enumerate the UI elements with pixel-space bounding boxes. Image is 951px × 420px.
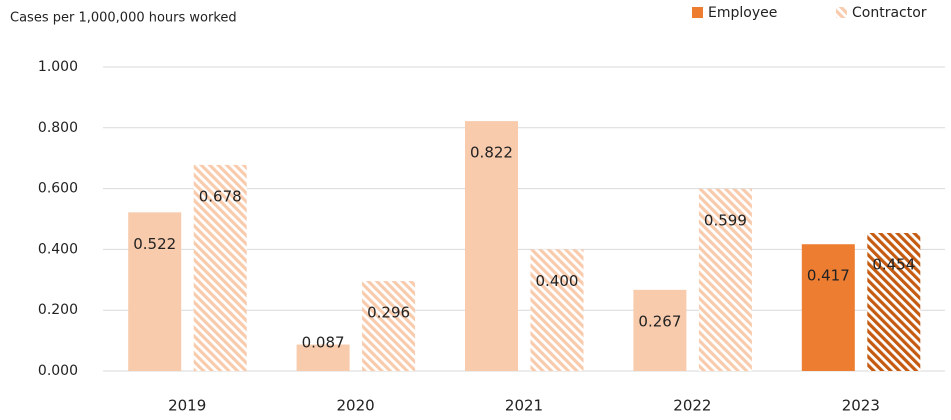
- bar: [362, 281, 416, 371]
- value-label: 0.822: [470, 144, 513, 162]
- bar: [128, 212, 182, 371]
- x-tick-label: 2022: [673, 397, 711, 415]
- y-tick-label: 0.000: [38, 363, 78, 379]
- value-label: 0.599: [704, 211, 747, 229]
- value-label: 0.678: [199, 187, 242, 205]
- bar: [193, 164, 247, 371]
- bar: [801, 244, 855, 371]
- legend-swatch: [692, 7, 703, 18]
- value-label: 0.400: [536, 272, 579, 290]
- bar: [465, 121, 518, 371]
- legend-swatch: [836, 7, 847, 18]
- x-tick-label: 2023: [842, 397, 880, 415]
- value-label: 0.417: [807, 267, 850, 285]
- x-tick-label: 2019: [168, 397, 206, 415]
- y-axis-label: Cases per 1,000,000 hours worked: [10, 11, 237, 26]
- bar: [867, 232, 921, 371]
- y-tick-label: 0.400: [38, 241, 78, 257]
- bar: [296, 344, 350, 371]
- value-label: 0.087: [302, 334, 345, 352]
- x-tick-label: 2020: [337, 397, 375, 415]
- legend-label: Contractor: [852, 5, 927, 21]
- bar: [633, 289, 687, 371]
- value-label: 0.267: [638, 312, 681, 330]
- bar: [530, 249, 584, 371]
- value-label: 0.522: [133, 235, 176, 253]
- y-tick-label: 1.000: [38, 59, 78, 75]
- y-tick-label: 0.200: [38, 302, 78, 318]
- value-label: 0.296: [367, 304, 410, 322]
- y-tick-label: 0.800: [38, 120, 78, 136]
- value-label: 0.454: [872, 255, 915, 273]
- y-tick-label: 0.600: [38, 181, 78, 197]
- bar: [698, 188, 752, 371]
- x-tick-label: 2021: [505, 397, 543, 415]
- legend-label: Employee: [708, 5, 777, 21]
